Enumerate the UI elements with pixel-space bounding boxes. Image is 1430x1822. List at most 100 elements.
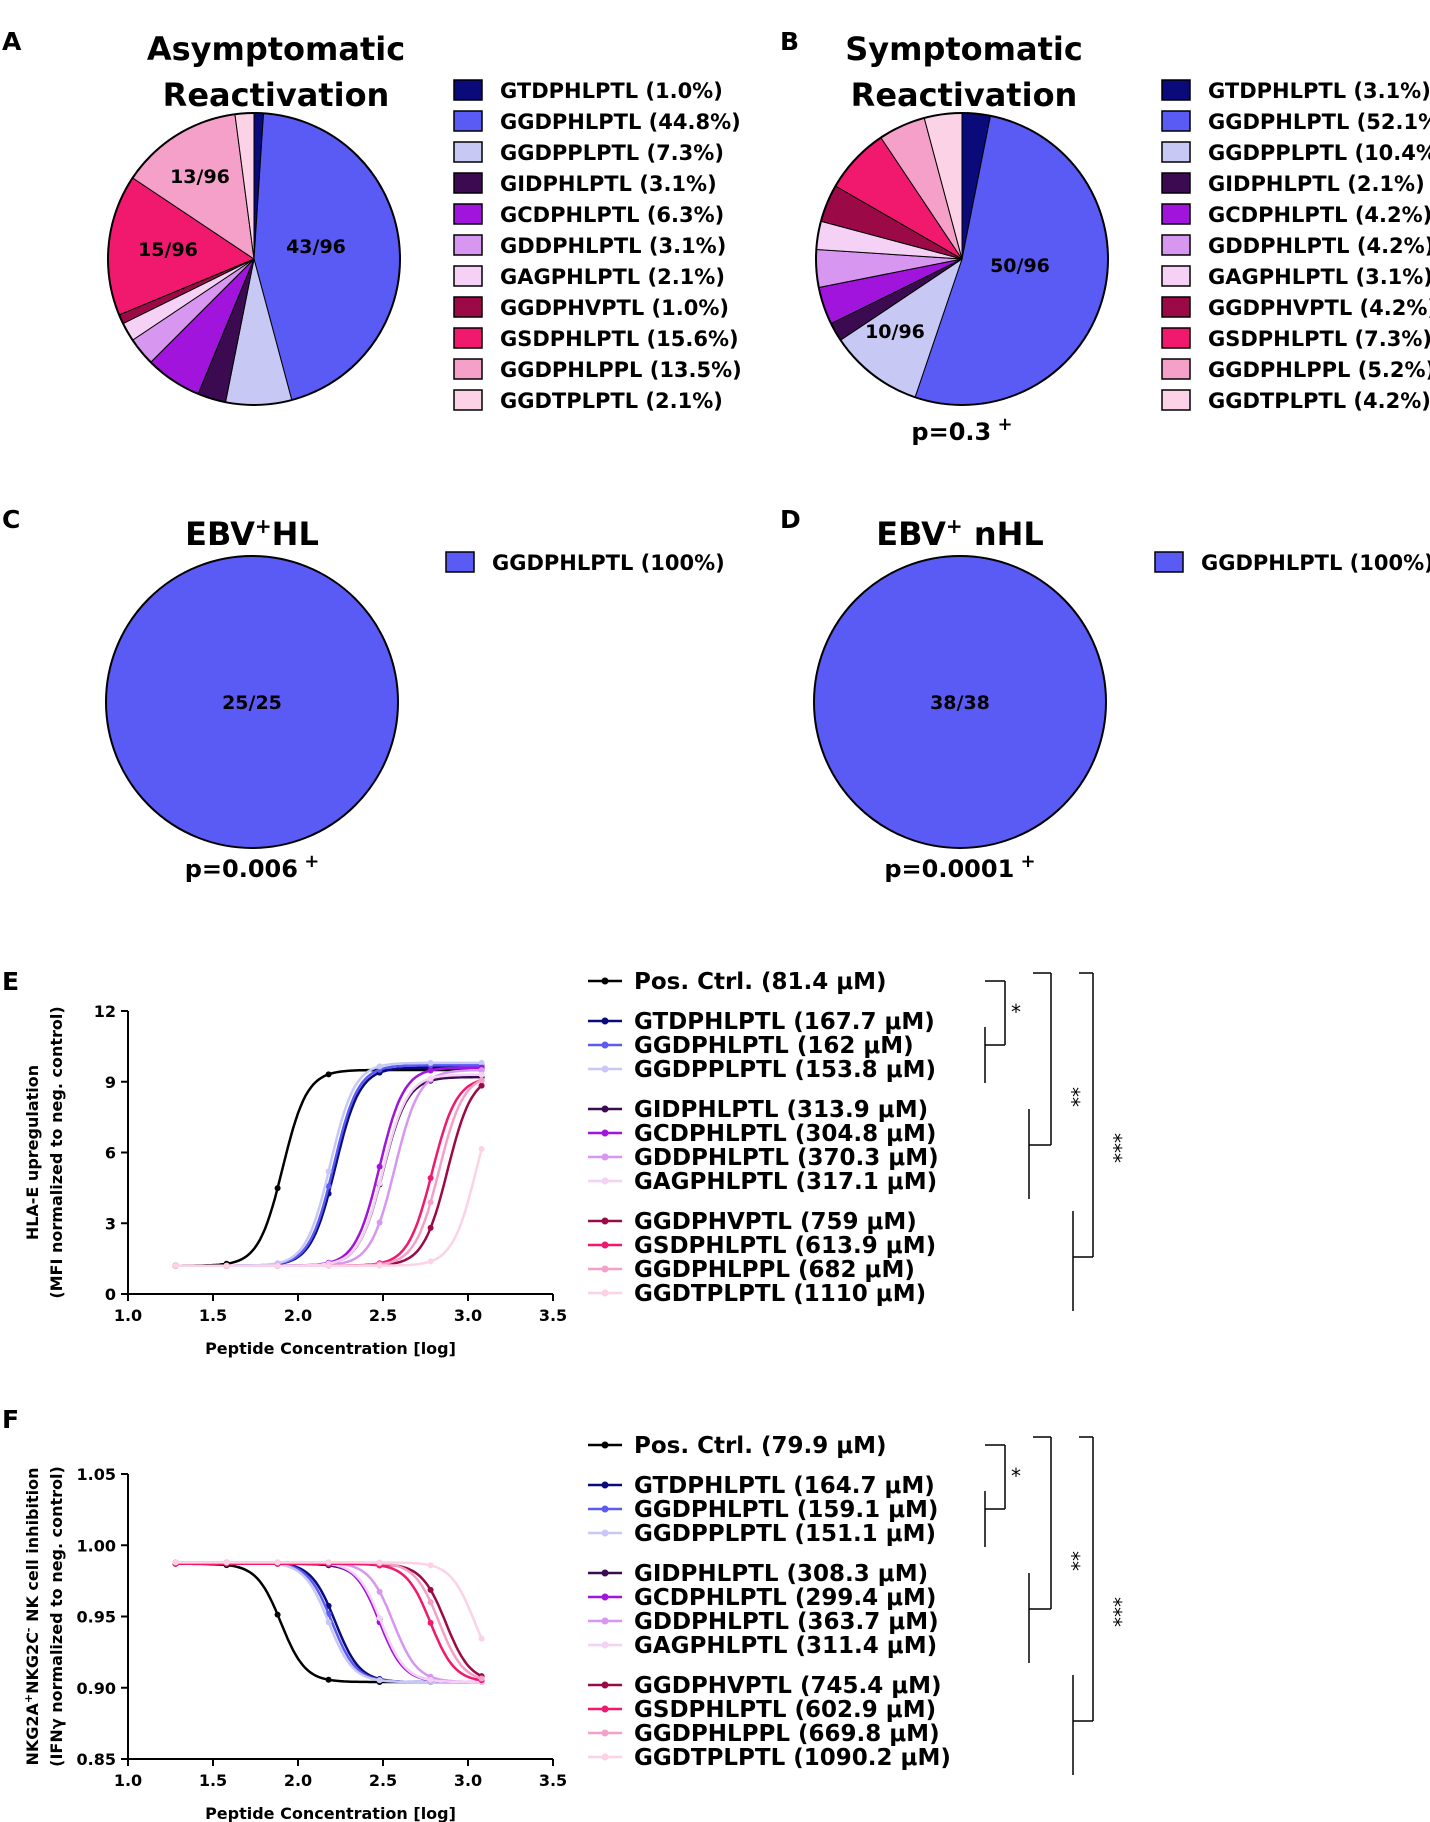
y-tick-label: 3 [105, 1214, 116, 1233]
legend-marker [601, 1569, 609, 1577]
legend-marker [601, 1529, 609, 1537]
data-point [376, 1615, 383, 1622]
x-tick-label: 2.5 [369, 1771, 397, 1790]
dose-response-curve [175, 1061, 482, 1267]
legend-label: GGDPHLPPL (682 μM) [634, 1257, 915, 1283]
legend-swatch [1161, 79, 1191, 101]
panel-letter: E [2, 967, 19, 996]
legend-label: GTDPHLPTL (167.7 μM) [634, 1009, 935, 1035]
legend-swatch [1154, 551, 1184, 573]
data-point [274, 1611, 281, 1618]
legend-marker [601, 1681, 609, 1689]
legend-marker [601, 1065, 609, 1073]
legend-label: GGDPPLPTL (10.4%) [1208, 141, 1430, 165]
y-tick-label: 6 [105, 1144, 116, 1163]
y-tick-label: 9 [105, 1073, 116, 1092]
legend-label: GDDPHLPTL (370.3 μM) [634, 1145, 939, 1171]
data-point [376, 1677, 383, 1684]
data-point [427, 1586, 434, 1593]
pie-panel-d: D EBV+ nHL 38/38 GGDPHLPTL (100%) p=0.0001 + [780, 505, 1430, 883]
legend-swatch [1161, 265, 1191, 287]
y-tick-label: 1.05 [77, 1465, 116, 1484]
legend-label: GGDPHLPPL (5.2%) [1208, 358, 1430, 382]
legend-label: GGDPHLPTL (44.8%) [500, 110, 741, 134]
legend-label: GGDPHLPTL (159.1 μM) [634, 1497, 938, 1523]
y-axis-label: (IFNγ normalized to neg. control) [47, 1466, 66, 1767]
pie-title: Asymptomatic [147, 30, 405, 68]
data-point [478, 1071, 485, 1078]
legend-label: GGDPHLPTL (100%) [1201, 551, 1430, 575]
x-tick-label: 2.5 [369, 1306, 397, 1325]
y-tick-label: 0.85 [77, 1750, 116, 1769]
pie-outline [107, 112, 401, 406]
data-point [427, 1677, 434, 1684]
x-tick-label: 1.5 [199, 1306, 227, 1325]
legend-label: GGDPHLPTL (162 μM) [634, 1033, 914, 1059]
chart-panel-e: E 1.0 1.5 2.0 2.5 3.0 3.5 0 3 6 9 12 Peptide Concent… [2, 967, 1126, 1358]
dose-response-curve [175, 1063, 482, 1267]
data-point [376, 1063, 383, 1070]
legend-swatch [453, 296, 483, 318]
data-point [223, 1559, 230, 1566]
legend-swatch [453, 141, 483, 163]
legend-label: GGDPHLPTL (100%) [492, 551, 725, 575]
data-point [427, 1224, 434, 1231]
legend-marker [601, 1641, 609, 1649]
legend-label: GTDPHLPTL (3.1%) [1208, 79, 1430, 103]
data-point [325, 1071, 332, 1078]
legend-label: GGDPHVPTL (4.2%) [1208, 296, 1430, 320]
legend-swatch [453, 265, 483, 287]
legend-label: GCDPHLPTL (304.8 μM) [634, 1121, 936, 1147]
data-point [376, 1559, 383, 1566]
data-point [427, 1619, 434, 1626]
data-point [478, 1082, 485, 1089]
legend-marker [601, 1041, 609, 1049]
legend-swatch [453, 79, 483, 101]
data-point [478, 1059, 485, 1066]
legend-label: GGDTPLPTL (1110 μM) [634, 1281, 926, 1307]
legend-swatch [453, 234, 483, 256]
sig-label: *** [1102, 1133, 1126, 1163]
legend-label: GCDPHLPTL (299.4 μM) [634, 1585, 936, 1611]
legend-swatch [453, 327, 483, 349]
legend-marker [601, 977, 609, 985]
legend-swatch [1161, 110, 1191, 132]
legend-marker [601, 1177, 609, 1185]
data-point [325, 1676, 332, 1683]
y-tick-label: 0.90 [77, 1679, 116, 1698]
x-axis-label: Peptide Concentration [log] [205, 1804, 456, 1822]
pie-panel-b: B Symptomatic Reactivation 50/96 10/96 GTDPHL… [780, 27, 1430, 446]
data-point [325, 1262, 332, 1269]
legend-label: GGDPPLPTL (153.8 μM) [634, 1057, 936, 1083]
data-point [478, 1635, 485, 1642]
legend-label: GGDPHLPPL (669.8 μM) [634, 1721, 940, 1747]
legend-swatch [1161, 203, 1191, 225]
panel-letter: D [780, 505, 801, 534]
legend-label: GGDPPLPTL (7.3%) [500, 141, 724, 165]
slice-label: 50/96 [990, 255, 1050, 277]
legend-label: Pos. Ctrl. (79.9 μM) [634, 1433, 887, 1459]
data-point [325, 1559, 332, 1566]
data-point [376, 1163, 383, 1170]
legend-swatch [453, 172, 483, 194]
pie-title: Reactivation [851, 76, 1078, 114]
data-point [427, 1599, 434, 1606]
data-point [478, 1077, 485, 1084]
legend-swatch [1161, 172, 1191, 194]
legend-swatch [453, 203, 483, 225]
x-axis-label: Peptide Concentration [log] [205, 1339, 456, 1358]
pie-title: EBV+ nHL [876, 514, 1044, 553]
legend-label: GTDPHLPTL (1.0%) [500, 79, 723, 103]
x-tick-label: 3.5 [539, 1306, 567, 1325]
legend-label: GAGPHLPTL (317.1 μM) [634, 1169, 937, 1195]
legend-marker [601, 1217, 609, 1225]
legend-swatch [453, 389, 483, 411]
legend-marker [601, 1505, 609, 1513]
data-point [427, 1174, 434, 1181]
panel-letter: C [2, 505, 20, 534]
sig-label: * [1011, 1464, 1021, 1488]
pie-outline [815, 112, 1109, 406]
legend-label: GSDPHLPTL (15.6%) [500, 327, 739, 351]
legend-marker [601, 1129, 609, 1137]
pie-title: Symptomatic [845, 30, 1083, 68]
